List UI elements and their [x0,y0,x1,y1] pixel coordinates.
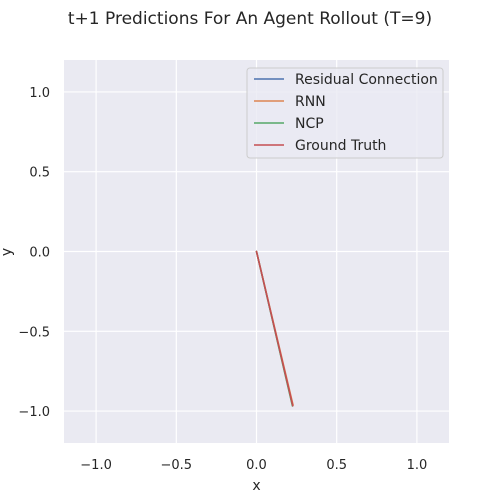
y-tick-label: 0.5 [29,166,50,181]
legend-label: Ground Truth [295,138,386,154]
chart-title: t+1 Predictions For An Agent Rollout (T=… [68,9,432,29]
y-tick-label: −1.0 [18,405,50,420]
y-axis-label: y [0,248,15,256]
x-tick-labels: −1.0 −0.5 0.0 0.5 1.0 [80,458,427,473]
legend: Residual Connection RNN NCP Ground Truth [247,68,443,158]
y-tick-label: 1.0 [29,86,50,101]
legend-label: RNN [295,94,326,110]
legend-label: NCP [295,116,324,132]
x-tick-label: −1.0 [80,458,112,473]
x-tick-label: −0.5 [161,458,193,473]
y-tick-labels: −1.0 −0.5 0.0 0.5 1.0 [18,86,50,420]
x-tick-label: 0.5 [326,458,347,473]
x-axis-label: x [252,478,260,494]
x-tick-label: 0.0 [246,458,267,473]
y-tick-label: 0.0 [29,246,50,261]
legend-label: Residual Connection [295,72,438,88]
y-tick-label: −0.5 [18,325,50,340]
x-tick-label: 1.0 [407,458,428,473]
